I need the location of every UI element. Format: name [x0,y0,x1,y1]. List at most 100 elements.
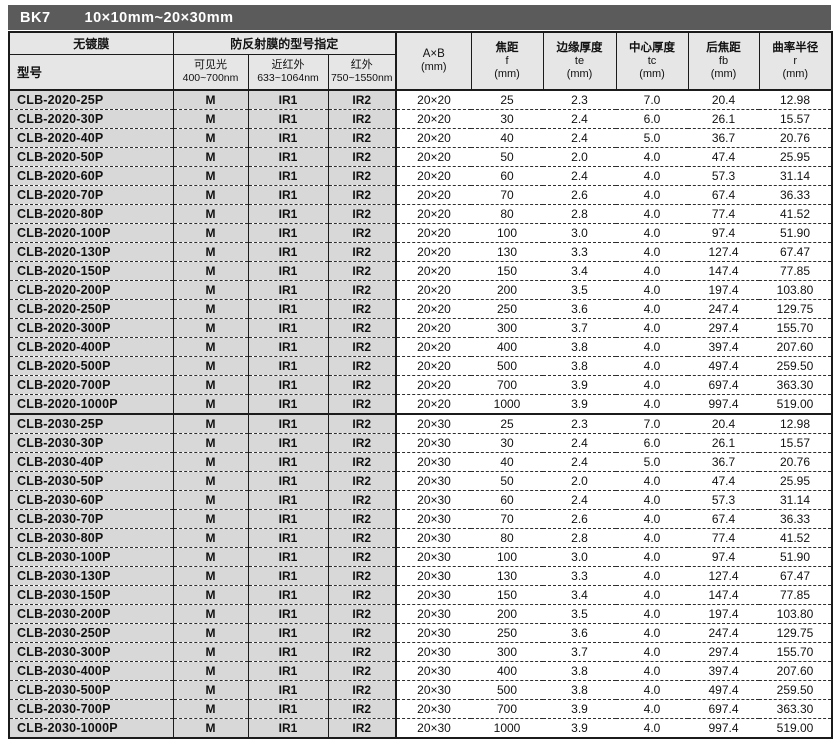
model-cell: CLB-2030-80P [9,528,173,548]
radius-cell: 36.33 [759,185,833,205]
table-row: CLB-2030-400P M IR1 IR2 20×30 400 3.8 4.… [9,661,833,681]
radius-cell: 15.57 [759,109,833,129]
ir-coating-cell: IR2 [327,337,398,357]
ir-band-header: 红外 750~1550nm [327,54,397,90]
near-ir-coating-cell: IR1 [247,128,328,148]
model-cell: CLB-2020-50P [9,147,173,167]
model-cell: CLB-2020-40P [9,128,173,148]
model-cell: CLB-2020-250P [9,299,173,319]
col-label: 后焦距 [706,41,741,54]
ar-coating-group-header: 防反射膜的型号指定 [172,32,397,55]
table-row: CLB-2030-60P M IR1 IR2 20×30 60 2.4 4.0 … [9,490,833,510]
edge-thickness-cell: 3.9 [543,394,617,414]
edge-thickness-cell: 2.0 [543,471,617,491]
col-header-back-focal: 后焦距 fb (mm) [687,32,760,90]
edge-thickness-cell: 3.4 [543,585,617,605]
band-range: 633~1064nm [257,72,319,85]
edge-thickness-cell: 2.0 [543,147,617,167]
model-cell: CLB-2020-70P [9,185,173,205]
ir-coating-cell: IR2 [327,242,398,262]
size-cell: 20×30 [396,680,472,700]
focal-length-cell: 30 [471,109,544,129]
model-cell: CLB-2030-400P [9,661,173,681]
model-cell: CLB-2020-25P [9,90,173,110]
center-thickness-cell: 4.0 [616,261,689,281]
near-ir-coating-cell: IR1 [247,299,328,319]
visible-coating-cell: M [172,414,248,434]
near-ir-coating-cell: IR1 [247,109,328,129]
near-ir-coating-cell: IR1 [247,528,328,548]
model-cell: CLB-2030-50P [9,471,173,491]
focal-length-cell: 700 [471,699,544,719]
focal-length-cell: 40 [471,128,544,148]
center-thickness-cell: 6.0 [616,433,689,453]
back-focal-cell: 147.4 [688,261,760,281]
size-cell: 20×30 [396,509,472,529]
focal-length-cell: 400 [471,661,544,681]
visible-coating-cell: M [172,204,248,224]
header-row-subcolumns: 型号 可见光 400~700nm 近红外 633~1064nm 红外 750~1… [9,54,832,90]
table-row: CLB-2030-50P M IR1 IR2 20×30 50 2.0 4.0 … [9,471,833,491]
near-ir-coating-cell: IR1 [247,261,328,281]
center-thickness-cell: 4.0 [616,375,689,395]
model-cell: CLB-2020-130P [9,242,173,262]
back-focal-cell: 36.7 [688,452,760,472]
col-unit: (mm) [420,61,447,74]
center-thickness-cell: 6.0 [616,109,689,129]
model-cell: CLB-2020-500P [9,356,173,376]
table-row: CLB-2020-30P M IR1 IR2 20×20 30 2.4 6.0 … [9,109,833,129]
radius-cell: 155.70 [759,642,833,662]
radius-cell: 207.60 [759,337,833,357]
center-thickness-cell: 4.0 [616,299,689,319]
model-cell: CLB-2020-80P [9,204,173,224]
focal-length-cell: 200 [471,280,544,300]
back-focal-cell: 697.4 [688,375,760,395]
focal-length-cell: 60 [471,490,544,510]
back-focal-cell: 997.4 [688,718,760,738]
edge-thickness-cell: 3.0 [543,223,617,243]
model-cell: CLB-2030-60P [9,490,173,510]
radius-cell: 363.30 [759,375,833,395]
near-ir-band-header: 近红外 633~1064nm [247,54,328,90]
ir-coating-cell: IR2 [327,699,398,719]
focal-length-cell: 700 [471,375,544,395]
col-unit: (mm) [566,68,593,80]
focal-length-cell: 80 [471,204,544,224]
center-thickness-cell: 4.0 [616,471,689,491]
col-unit: (mm) [782,68,809,80]
model-cell: CLB-2030-700P [9,699,173,719]
model-column-header: 型号 [9,54,173,90]
radius-cell: 207.60 [759,661,833,681]
table-row: CLB-2020-80P M IR1 IR2 20×20 80 2.8 4.0 … [9,204,833,224]
radius-cell: 67.47 [759,242,833,262]
ir-coating-cell: IR2 [327,566,398,586]
focal-length-cell: 25 [471,414,544,434]
center-thickness-cell: 4.0 [616,718,689,738]
col-symbol: fb [718,54,729,67]
edge-thickness-cell: 2.4 [543,490,617,510]
ir-coating-cell: IR2 [327,452,398,472]
spec-table: 无镀膜 防反射膜的型号指定 A×B (mm) 焦距 f (mm) 边缘厚度 te… [8,31,834,739]
back-focal-cell: 20.4 [688,90,760,110]
visible-coating-cell: M [172,699,248,719]
edge-thickness-cell: 3.3 [543,242,617,262]
radius-cell: 20.76 [759,128,833,148]
focal-length-cell: 130 [471,566,544,586]
ir-coating-cell: IR2 [327,604,398,624]
focal-length-cell: 60 [471,166,544,186]
back-focal-cell: 26.1 [688,109,760,129]
edge-thickness-cell: 3.8 [543,661,617,681]
radius-cell: 51.90 [759,547,833,567]
near-ir-coating-cell: IR1 [247,147,328,167]
ir-coating-cell: IR2 [327,204,398,224]
edge-thickness-cell: 3.8 [543,356,617,376]
visible-coating-cell: M [172,604,248,624]
size-cell: 20×20 [396,299,472,319]
table-row: CLB-2020-200P M IR1 IR2 20×20 200 3.5 4.… [9,280,833,300]
near-ir-coating-cell: IR1 [247,718,328,738]
visible-coating-cell: M [172,452,248,472]
size-cell: 20×20 [396,128,472,148]
col-header-focal-length: 焦距 f (mm) [470,32,544,90]
visible-coating-cell: M [172,394,248,414]
